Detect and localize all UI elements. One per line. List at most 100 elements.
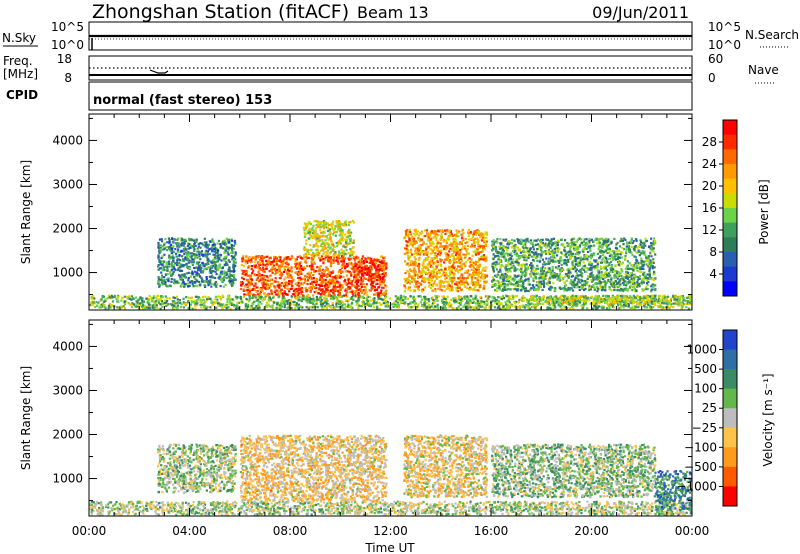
- echo-cell: [171, 240, 174, 243]
- echo-cell: [253, 261, 256, 264]
- echo-cell: [355, 303, 358, 306]
- echo-cell: [484, 273, 487, 276]
- echo-cell: [318, 239, 321, 242]
- echo-cell: [378, 302, 381, 305]
- echo-cell: [471, 278, 474, 281]
- echo-cell: [168, 297, 171, 300]
- echo-cell: [167, 303, 170, 306]
- echo-cell: [566, 307, 569, 310]
- echo-cell: [473, 306, 476, 309]
- echo-cell: [298, 272, 301, 275]
- echo-cell: [422, 240, 425, 244]
- echo-cell: [471, 254, 474, 257]
- nsky-panel: N.Sky 10^5 10^0 10^5 10^0 N.Search: [2, 20, 799, 52]
- echo-cell: [330, 276, 333, 279]
- echo-cell: [442, 284, 445, 288]
- echo-cell: [459, 249, 462, 252]
- echo-cell: [445, 273, 448, 276]
- echo-cell: [396, 297, 399, 300]
- echo-cell: [261, 299, 264, 302]
- echo-cell: [476, 260, 479, 263]
- echo-cell: [266, 255, 269, 258]
- echo-cell: [261, 274, 264, 277]
- echo-cell: [466, 241, 469, 244]
- echo-cell: [220, 306, 223, 309]
- echo-cell: [313, 285, 316, 289]
- echo-cell: [266, 279, 270, 282]
- echo-cell: [414, 264, 417, 267]
- echo-cell: [305, 295, 308, 298]
- echo-cell: [444, 271, 448, 274]
- echo-cell: [466, 305, 469, 308]
- echo-cell: [341, 239, 344, 242]
- echo-cell: [333, 289, 336, 293]
- echo-cell: [184, 257, 187, 260]
- echo-cell: [177, 269, 180, 272]
- echo-cell: [204, 255, 207, 258]
- echo-cell: [300, 300, 303, 303]
- echo-cell: [455, 286, 458, 289]
- echo-cell: [356, 267, 359, 270]
- echo-cell: [367, 295, 370, 299]
- echo-cell: [237, 301, 240, 304]
- echo-cell: [253, 273, 256, 276]
- echo-cell: [442, 271, 445, 274]
- echo-cell: [233, 241, 236, 244]
- echo-cell: [299, 304, 302, 308]
- echo-cell: [177, 258, 180, 261]
- echo-cell: [90, 301, 93, 304]
- echo-cell: [182, 280, 185, 284]
- echo-cell: [382, 280, 385, 283]
- echo-cell: [465, 279, 468, 282]
- echo-cell: [294, 297, 297, 300]
- echo-cell: [486, 295, 489, 298]
- echo-cell: [159, 250, 162, 253]
- echo-cell: [303, 235, 306, 239]
- echo-cell: [368, 304, 371, 307]
- echo-cell: [239, 281, 243, 284]
- echo-cell: [344, 282, 347, 285]
- echo-cell: [285, 262, 288, 265]
- echo-cell: [274, 271, 278, 274]
- echo-cell: [480, 234, 483, 237]
- echo-cell: [374, 276, 377, 279]
- echo-cell: [180, 284, 183, 287]
- echo-cell: [430, 305, 433, 308]
- echo-cell: [440, 249, 443, 252]
- echo-cell: [385, 262, 388, 265]
- echo-cell: [213, 253, 216, 256]
- echo-cell: [286, 284, 289, 287]
- echo-cell: [175, 243, 179, 246]
- echo-cell: [116, 295, 119, 298]
- echo-cell: [328, 294, 331, 297]
- echo-cell: [321, 271, 324, 275]
- echo-cell: [455, 241, 458, 244]
- echo-cell: [308, 301, 312, 304]
- echo-cell: [519, 307, 522, 310]
- echo-cell: [336, 228, 340, 231]
- echo-cell: [327, 258, 330, 261]
- echo-cell: [509, 304, 512, 307]
- echo-cell: [551, 304, 555, 307]
- echo-cell: [194, 307, 197, 310]
- echo-cell: [106, 297, 109, 300]
- echo-cell: [408, 237, 411, 240]
- echo-cell: [497, 300, 500, 303]
- echo-cell: [459, 303, 462, 306]
- echo-cell: [208, 282, 211, 285]
- echo-cell: [209, 297, 212, 300]
- echo-cell: [161, 305, 164, 308]
- echo-cell: [330, 258, 333, 261]
- echo-cell: [338, 220, 341, 223]
- echo-cell: [424, 252, 427, 255]
- echo-cell: [300, 278, 303, 281]
- echo-cell: [506, 305, 509, 308]
- echo-cell: [477, 259, 481, 262]
- echo-cell: [412, 305, 415, 308]
- echo-cell: [381, 261, 384, 264]
- echo-cell: [354, 267, 357, 270]
- echo-cell: [219, 254, 223, 257]
- echo-cell: [479, 276, 482, 279]
- echo-cell: [309, 223, 312, 226]
- echo-cell: [448, 260, 451, 263]
